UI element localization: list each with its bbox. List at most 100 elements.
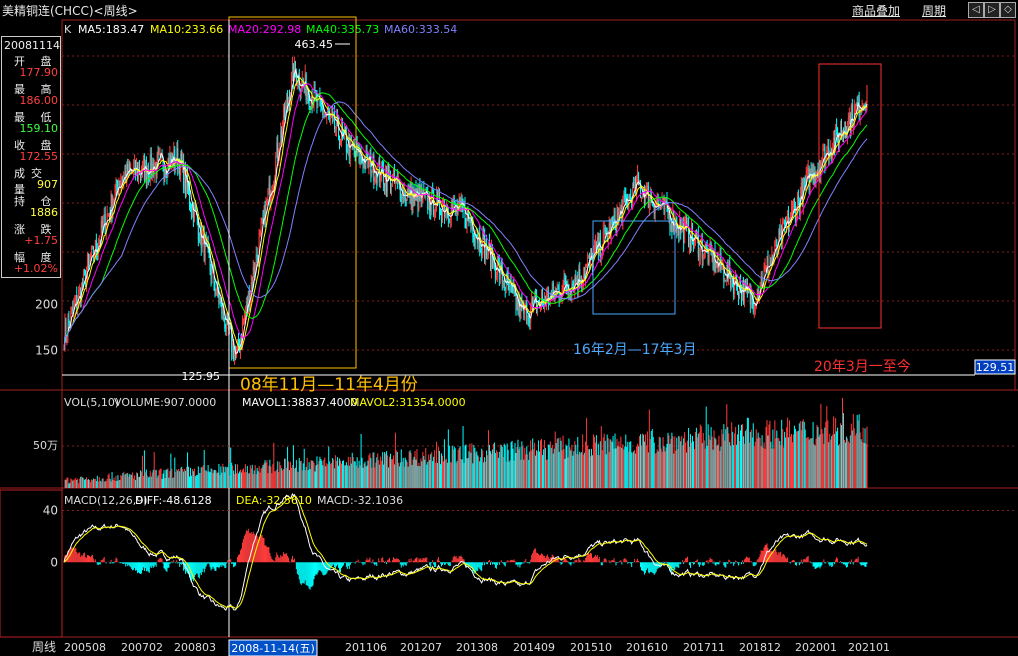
ma20-line bbox=[63, 83, 868, 351]
candle-body bbox=[854, 106, 856, 108]
candle-body bbox=[489, 242, 491, 248]
candle-body bbox=[656, 200, 658, 206]
candle-body bbox=[517, 297, 519, 311]
candle-body bbox=[368, 158, 370, 168]
candle-body bbox=[486, 241, 488, 256]
candle-body bbox=[551, 283, 553, 295]
candle-body bbox=[756, 289, 758, 304]
candle-body bbox=[465, 222, 467, 226]
info-label: 最 低 bbox=[14, 111, 58, 124]
candle-body bbox=[490, 245, 492, 271]
candle-body bbox=[737, 285, 739, 293]
candle-body bbox=[90, 248, 92, 261]
candle-body bbox=[89, 260, 91, 262]
candle-body bbox=[492, 258, 494, 269]
candle-body bbox=[168, 158, 170, 169]
candle-body bbox=[677, 230, 679, 232]
candle-body bbox=[583, 273, 585, 282]
candle-body bbox=[541, 295, 543, 301]
candle-body bbox=[606, 234, 608, 242]
candle-body bbox=[810, 168, 812, 179]
candle-body bbox=[678, 230, 680, 236]
candle-body bbox=[132, 172, 134, 174]
candle-body bbox=[821, 161, 823, 164]
candle-body bbox=[181, 153, 183, 165]
candle-body bbox=[385, 173, 387, 187]
nav-toggle-button[interactable]: ◇ bbox=[1000, 2, 1016, 18]
candle-body bbox=[693, 239, 695, 246]
candle-body bbox=[526, 302, 528, 324]
candle-body bbox=[640, 184, 642, 197]
candle-body bbox=[328, 111, 330, 115]
candle-body bbox=[560, 298, 562, 300]
candle-body bbox=[788, 213, 790, 231]
candle-body bbox=[720, 253, 722, 270]
candle-body bbox=[707, 249, 709, 264]
candle-body bbox=[332, 112, 334, 116]
candle-body bbox=[649, 194, 651, 203]
candle-body bbox=[487, 254, 489, 256]
candle-body bbox=[101, 220, 103, 229]
candle-body bbox=[247, 291, 249, 307]
candle-body bbox=[185, 167, 187, 191]
candle-body bbox=[395, 177, 397, 183]
nav-right-button[interactable]: ▷ bbox=[984, 2, 1000, 18]
nav-left-button[interactable]: ◁ bbox=[968, 2, 984, 18]
candle-body bbox=[734, 280, 736, 295]
candle-body bbox=[563, 277, 565, 285]
ma40-line bbox=[63, 92, 868, 351]
candle-body bbox=[436, 191, 438, 211]
candle-body bbox=[218, 294, 220, 304]
candle-body bbox=[92, 246, 94, 259]
candle-body bbox=[149, 153, 151, 180]
candle-body bbox=[95, 239, 97, 251]
candle-body bbox=[791, 206, 793, 209]
candle-body bbox=[520, 300, 522, 318]
candle-body bbox=[78, 289, 80, 302]
candle-body bbox=[202, 233, 204, 236]
candle-body bbox=[726, 264, 728, 282]
candle-body bbox=[122, 178, 124, 181]
candle-body bbox=[529, 318, 531, 323]
candle-body bbox=[609, 223, 611, 239]
candle-body bbox=[224, 318, 226, 329]
candle-body bbox=[689, 244, 691, 247]
overlay-menu[interactable]: 商品叠加 bbox=[852, 4, 901, 18]
candle-body bbox=[178, 158, 180, 170]
candle-body bbox=[604, 227, 606, 232]
candle-body bbox=[711, 252, 713, 255]
candle-body bbox=[507, 276, 509, 284]
period-menu[interactable]: 周期 bbox=[922, 4, 947, 18]
candle-body bbox=[198, 239, 200, 242]
candle-body bbox=[146, 170, 148, 181]
candle-body bbox=[274, 178, 276, 182]
x-axis-tick-label: 201711 bbox=[683, 641, 725, 654]
candle-body bbox=[384, 184, 386, 187]
candle-body bbox=[190, 207, 192, 212]
candle-body bbox=[760, 276, 762, 288]
candle-body bbox=[167, 158, 169, 176]
candle-body bbox=[559, 298, 561, 300]
candle-body bbox=[261, 217, 263, 223]
candle-body bbox=[605, 231, 607, 235]
candle-body bbox=[229, 326, 231, 331]
candle-body bbox=[866, 94, 868, 106]
candle-body bbox=[211, 269, 213, 279]
candle-body bbox=[771, 255, 773, 263]
candle-body bbox=[822, 149, 824, 162]
candle-body bbox=[770, 260, 772, 263]
candle-body bbox=[76, 295, 78, 309]
candle-body bbox=[602, 230, 604, 248]
candle-body bbox=[483, 234, 485, 236]
candle-body bbox=[792, 206, 794, 208]
candle-body bbox=[772, 255, 774, 259]
candle-body bbox=[804, 183, 806, 185]
candle-body bbox=[126, 163, 128, 183]
candle-body bbox=[841, 126, 843, 137]
candle-body bbox=[794, 206, 796, 221]
candle-body bbox=[359, 151, 361, 163]
candle-body bbox=[691, 224, 693, 239]
candle-body bbox=[188, 187, 190, 203]
macd-tick-label: 0 bbox=[50, 555, 58, 569]
